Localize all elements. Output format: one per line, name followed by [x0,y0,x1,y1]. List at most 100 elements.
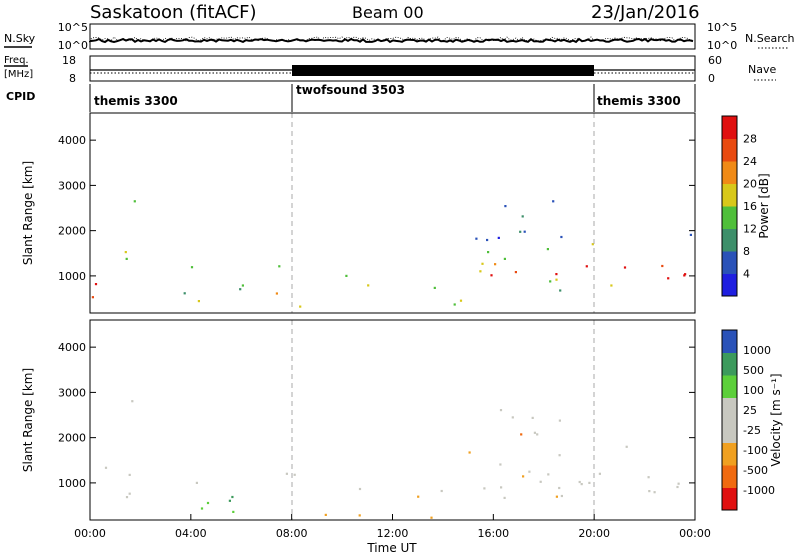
heatmap-cell [499,463,502,466]
nsearch-label: N.Search [745,32,795,45]
heatmap-cell [490,274,493,277]
heatmap-cell [239,288,242,291]
freq-panel [89,55,696,82]
heatmap-cell [578,480,581,484]
heatmap-cell [580,483,583,486]
freq-tick-top: 18 [62,54,76,67]
power-y-axis-label: Slant Range [km] [21,161,35,265]
heatmap-cell [131,400,134,403]
power-colorbar-label: Power [dB] [757,173,771,238]
heatmap-cell [228,499,231,502]
velocity-colorbar-blocks [722,330,737,511]
x-axis-label: Time UT [366,541,417,554]
heatmap-cell [125,496,129,499]
power-colorbar-blocks [722,116,737,297]
colorbar-tick-label: 4 [743,268,750,281]
cpid-segment-2: twofsound 3503 [296,83,405,97]
heatmap-cell [588,481,591,484]
heatmap-cell [503,496,506,499]
cpid-label: CPID [6,90,35,103]
heatmap-cell [653,491,656,494]
nsky-label: N.Sky [4,32,36,45]
velocity-x-axis: 00:00 04:00 08:00 12:00 16:00 20:00 00:00 [74,514,711,540]
heatmap-cell [497,236,500,239]
colorbar-block [722,206,737,229]
heatmap-cell [519,230,522,233]
x-tick-label: 16:00 [477,527,509,540]
power-colorbar-frame [721,115,738,297]
x-tick-label: 00:00 [679,527,711,540]
colorbar-block [722,375,737,398]
nsearch-tick-top: 10^5 [707,21,737,34]
heatmap-cell [468,451,471,454]
heatmap-cell [345,274,348,277]
nave-trace-dense [292,65,594,76]
colorbar-tick-label: 12 [743,223,757,236]
heatmap-cell [683,274,686,277]
colorbar-block [722,397,737,421]
colorbar-block [722,465,737,488]
heatmap-cell [483,487,486,490]
cpid-segment-3: themis 3300 [597,94,681,108]
x-tick-label: 04:00 [175,527,207,540]
heatmap-cell [417,495,420,498]
colorbar-tick-label: 500 [743,364,764,377]
heatmap-cell [190,266,194,269]
heatmap-cell [500,486,503,489]
heatmap-cell [521,215,524,218]
x-tick-label: 08:00 [276,527,308,540]
heatmap-cell [560,494,563,498]
heatmap-cell [358,514,361,517]
heatmap-cell [661,264,664,268]
heatmap-cell [358,487,362,491]
y-tick-label: 4000 [58,341,86,354]
heatmap-cell [200,507,204,510]
heatmap-cell [459,299,463,302]
velocity-colorbar: 1000 500 100 25 -25 -100 -500 -1000 Velocity [m… [721,329,783,511]
colorbar-block [722,183,737,207]
heatmap-cell [536,433,539,436]
power-colorbar: 4 8 12 16 20 24 28 Power [dB] [721,115,771,297]
heatmap-cell [475,237,478,240]
heatmap-cell [128,492,131,495]
velocity-colorbar-label: Velocity [m s⁻¹] [769,373,783,466]
colorbar-tick-label: 8 [743,245,750,258]
x-tick-label: 12:00 [377,527,409,540]
heatmap-cell [453,303,456,306]
y-tick-label: 2000 [58,225,86,238]
date-title: 23/Jan/2016 [591,2,700,23]
heatmap-cell [558,419,561,422]
nsky-tick-bottom: 10^0 [58,39,88,52]
heatmap-cell [486,238,489,242]
heatmap-cell [231,495,234,499]
nsky-trace [89,37,694,44]
heatmap-cell [546,248,549,251]
velocity-panel: 1000 2000 3000 4000 00:00 04:00 08:00 12:00 16:… [21,319,711,554]
power-panel: 1000 2000 3000 4000 Slant Range [km] [21,112,696,314]
y-tick-label: 3000 [58,179,86,192]
heatmap-cell [559,289,562,292]
freq-label: Freq. [4,55,29,66]
heatmap-cell [433,286,436,289]
nave-tick-top: 60 [708,54,722,67]
colorbar-tick-label: 24 [743,155,757,168]
heatmap-cell [481,262,484,265]
heatmap-cell [558,486,561,490]
heatmap-cell [555,278,558,281]
heatmap-cell [560,235,563,239]
heatmap-cell [522,475,525,478]
heatmap-cell [533,431,536,434]
colorbar-block [722,420,737,443]
heatmap-cell [648,490,651,493]
heatmap-cell [514,271,517,274]
power-cells [91,200,692,308]
colorbar-tick-label: -100 [743,444,768,457]
velocity-colorbar-ticks: 1000 500 100 25 -25 -100 -500 -1000 [743,344,775,497]
colorbar-tick-label: 20 [743,178,757,191]
heatmap-cell [676,485,679,489]
y-tick-label: 1000 [58,270,86,283]
heatmap-cell [539,480,542,483]
heatmap-cell [555,273,558,276]
heatmap-cell [547,473,550,476]
